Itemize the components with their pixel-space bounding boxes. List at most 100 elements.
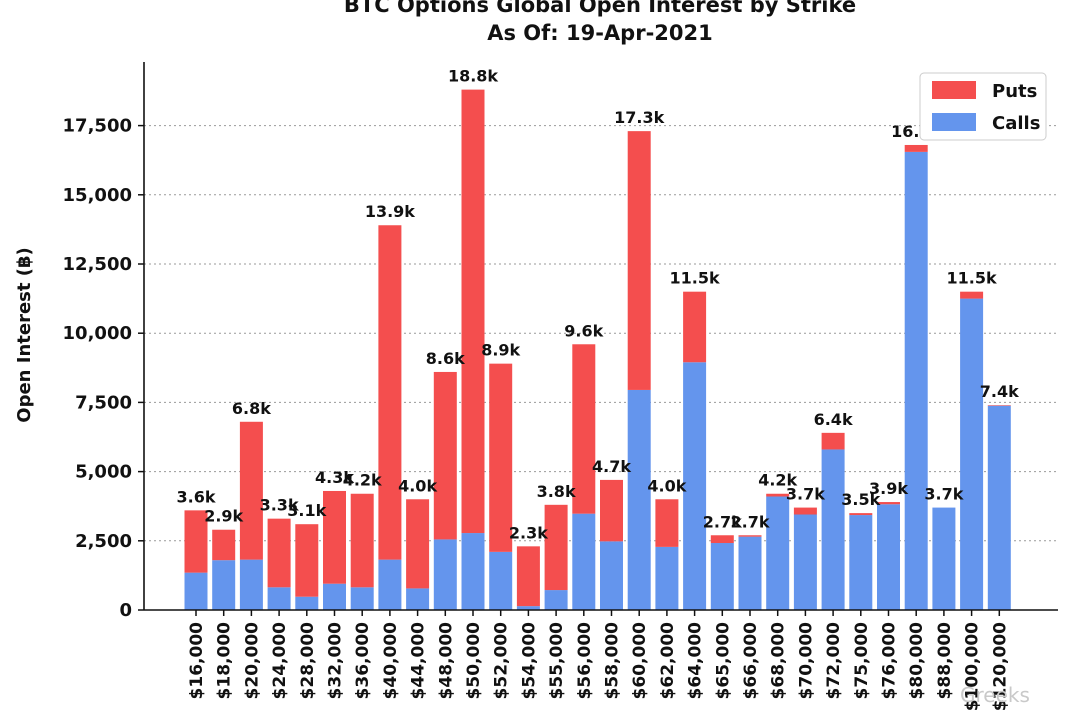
data-label: 3.1k	[287, 501, 326, 520]
chart-title: BTC Options Global Open Interest by Stri…	[344, 0, 856, 17]
data-label: 3.7k	[924, 485, 963, 504]
bar-puts	[323, 490, 346, 584]
x-tick-label: $64,000	[686, 622, 706, 700]
bar-layer	[184, 89, 1011, 610]
y-axis-ticks: 0 2,500 5,000 7,500 10,000 12,500 15,000 17,500	[63, 116, 144, 621]
bar-puts	[461, 89, 485, 534]
x-tick-label: $70,000	[796, 622, 816, 700]
bar-calls	[212, 560, 236, 610]
data-label: 4.3k	[315, 468, 354, 487]
y-tick-label: 2,500	[75, 531, 132, 552]
bar-calls	[295, 596, 319, 610]
x-tick-label: $76,000	[880, 622, 900, 700]
data-label: 3.7k	[786, 485, 825, 504]
bar-puts	[516, 546, 540, 607]
bar-puts	[212, 529, 236, 561]
legend-swatch-puts	[932, 81, 976, 99]
legend-label-calls: Calls	[992, 113, 1040, 134]
bar-calls	[904, 151, 928, 610]
x-tick-label: $28,000	[298, 622, 318, 700]
bar-calls	[710, 543, 734, 610]
bar-calls	[516, 606, 540, 610]
x-axis-ticks: $16,000 $18,000 $20,000 $24,000 $28,000 $32,0…	[187, 610, 1010, 711]
bar-puts	[683, 291, 707, 363]
bar-calls	[489, 551, 513, 610]
data-label: 13.9k	[365, 202, 415, 221]
data-label: 4.2k	[758, 471, 797, 490]
data-label: 2.7k	[731, 512, 770, 531]
bar-calls	[683, 362, 707, 610]
bar-calls	[655, 546, 679, 610]
y-tick-label: 12,500	[63, 254, 132, 275]
bar-calls	[627, 389, 651, 610]
data-label: 2.3k	[509, 523, 548, 542]
bar-puts	[821, 432, 845, 450]
bar-puts	[655, 499, 679, 547]
bar-puts	[877, 502, 900, 505]
x-tick-label: $24,000	[270, 622, 290, 700]
bar-puts	[987, 405, 1011, 406]
bar-calls	[600, 541, 623, 610]
data-label: 4.2k	[343, 471, 382, 490]
bar-puts	[544, 504, 568, 591]
bar-puts	[849, 513, 873, 516]
x-tick-label: $120,000	[990, 622, 1010, 711]
y-tick-label: 15,000	[63, 185, 132, 206]
bar-calls	[738, 536, 762, 610]
bar-calls	[323, 583, 346, 610]
data-label: 17.3k	[614, 108, 664, 127]
x-tick-label: $72,000	[824, 622, 844, 700]
bar-puts	[738, 535, 762, 537]
x-tick-label: $32,000	[326, 622, 346, 700]
bar-calls	[350, 587, 374, 610]
data-label: 11.5k	[947, 269, 997, 288]
y-tick-label: 17,500	[63, 116, 132, 137]
bar-puts	[489, 363, 513, 552]
bar-puts	[627, 131, 651, 390]
bar-calls	[378, 559, 402, 610]
legend: Puts Calls	[919, 72, 1047, 141]
y-tick-label: 5,000	[75, 462, 132, 483]
data-label: 9.6k	[564, 321, 603, 340]
bar-puts	[378, 225, 402, 560]
bar-puts	[184, 510, 208, 573]
data-label: 6.4k	[814, 410, 853, 429]
x-tick-label: $100,000	[963, 622, 983, 711]
data-label: 6.8k	[232, 399, 271, 418]
data-label: 2.7k	[703, 512, 742, 531]
legend-label-puts: Puts	[992, 81, 1037, 102]
x-tick-label: $36,000	[353, 622, 373, 700]
x-tick-label: $62,000	[658, 622, 678, 700]
bar-puts	[710, 535, 734, 544]
data-label-layer: 3.6k2.9k6.8k3.3k3.1k4.3k4.2k13.9k4.0k8.6…	[177, 67, 1020, 543]
bar-puts	[295, 524, 319, 597]
data-label: 11.5k	[670, 269, 720, 288]
data-label: 3.6k	[177, 487, 216, 506]
bar-puts	[267, 518, 291, 588]
chart-subtitle: As Of: 19-Apr-2021	[487, 21, 713, 45]
data-label: 2.9k	[204, 507, 243, 526]
x-tick-label: $52,000	[492, 622, 512, 700]
bar-puts	[406, 499, 430, 589]
x-tick-label: $18,000	[215, 622, 235, 700]
legend-swatch-calls	[932, 113, 976, 131]
bar-puts	[433, 371, 457, 540]
bar-calls	[766, 496, 790, 610]
bar-calls	[793, 514, 817, 610]
data-label: 7.4k	[980, 382, 1019, 401]
x-tick-label: $44,000	[409, 622, 429, 700]
data-label: 4.0k	[398, 476, 437, 495]
data-label: 3.3k	[260, 496, 299, 515]
y-tick-label: 0	[119, 600, 132, 621]
data-label: 3.5k	[841, 490, 880, 509]
x-tick-label: $80,000	[907, 622, 927, 700]
x-tick-label: $75,000	[852, 622, 872, 700]
bar-calls	[267, 587, 291, 610]
x-tick-label: $50,000	[464, 622, 484, 700]
x-tick-label: $40,000	[381, 622, 401, 700]
x-tick-label: $66,000	[741, 622, 761, 700]
bar-calls	[849, 515, 873, 610]
data-label: 3.8k	[537, 482, 576, 501]
y-tick-label: 7,500	[75, 392, 132, 413]
